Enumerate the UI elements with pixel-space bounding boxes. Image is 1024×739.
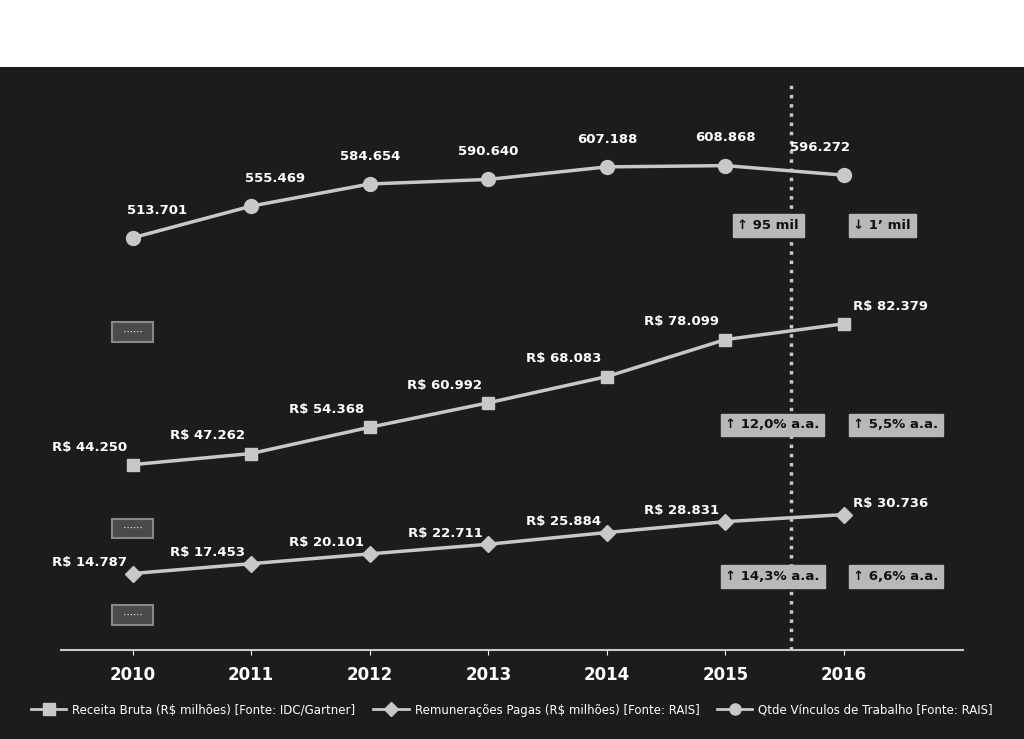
Text: R$ 47.262: R$ 47.262: [170, 429, 245, 443]
Text: 590.640: 590.640: [458, 145, 518, 158]
Text: R$ 30.736: R$ 30.736: [853, 497, 929, 510]
Text: R$ 54.368: R$ 54.368: [289, 403, 364, 416]
Text: ↑ 12,0% a.a.: ↑ 12,0% a.a.: [725, 418, 820, 432]
Text: R$ 17.453: R$ 17.453: [170, 546, 245, 559]
Text: ⋯⋯: ⋯⋯: [117, 327, 148, 337]
Text: R$ 20.101: R$ 20.101: [289, 537, 364, 549]
Text: R$ 28.831: R$ 28.831: [644, 504, 720, 517]
Text: 608.868: 608.868: [695, 132, 756, 144]
Text: 607.188: 607.188: [577, 132, 637, 146]
Text: ⋯⋯: ⋯⋯: [117, 610, 148, 620]
Text: 555.469: 555.469: [245, 172, 305, 185]
Text: ↑ 95 mil: ↑ 95 mil: [737, 219, 799, 232]
Text: 584.654: 584.654: [340, 150, 400, 163]
Text: 513.701: 513.701: [127, 203, 186, 217]
Legend: Receita Bruta (R$ milhões) [Fonte: IDC/Gartner], Remunerações Pagas (R$ milhões): Receita Bruta (R$ milhões) [Fonte: IDC/G…: [27, 699, 997, 721]
Text: ↑ 14,3% a.a.: ↑ 14,3% a.a.: [725, 570, 820, 583]
Text: R$ 14.787: R$ 14.787: [51, 556, 127, 569]
Text: ↑ 6,6% a.a.: ↑ 6,6% a.a.: [853, 570, 939, 583]
Text: R$ 22.711: R$ 22.711: [408, 527, 482, 539]
Text: R$ 82.379: R$ 82.379: [853, 300, 929, 313]
Text: 596.272: 596.272: [790, 141, 850, 154]
Text: R$ 68.083: R$ 68.083: [525, 353, 601, 366]
Text: R$ 25.884: R$ 25.884: [525, 515, 601, 528]
Text: R$ 60.992: R$ 60.992: [408, 378, 482, 392]
Text: R$ 44.250: R$ 44.250: [51, 440, 127, 454]
Text: ⋯⋯: ⋯⋯: [117, 523, 148, 534]
Text: ↑ 5,5% a.a.: ↑ 5,5% a.a.: [853, 418, 939, 432]
Text: ↓ 1’ mil: ↓ 1’ mil: [853, 219, 911, 232]
Text: R$ 78.099: R$ 78.099: [644, 316, 720, 329]
